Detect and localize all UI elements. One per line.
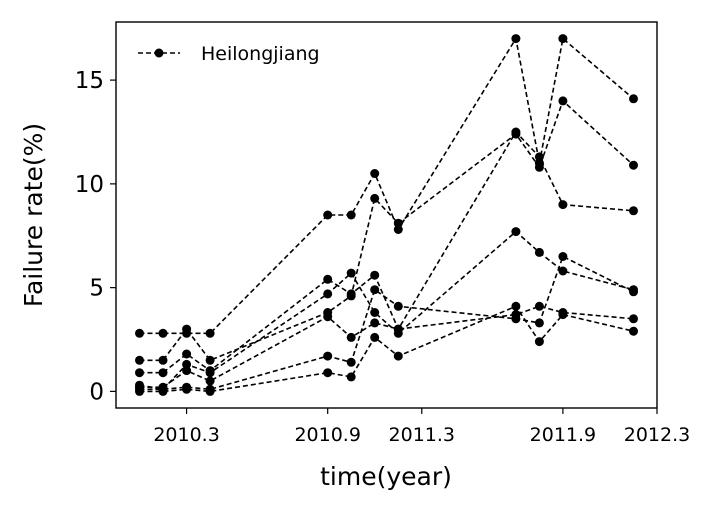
series-2-point xyxy=(558,96,568,106)
y-tick-label: 15 xyxy=(75,68,104,94)
series-3-point xyxy=(534,152,544,162)
series-4-point xyxy=(323,289,333,299)
series-3 xyxy=(135,127,638,378)
x-tick-label: 2011.9 xyxy=(530,424,596,446)
series-3-point xyxy=(511,127,521,137)
series-2-point xyxy=(393,218,403,228)
series-2-point xyxy=(182,324,192,334)
series-4-point xyxy=(558,266,568,276)
y-tick-label: 5 xyxy=(89,276,104,302)
plot-marks xyxy=(135,34,638,396)
series-3-point xyxy=(558,200,568,210)
series-4-point xyxy=(370,308,380,317)
legend-marker xyxy=(154,48,164,58)
series-7-point xyxy=(205,386,215,396)
series-5-point xyxy=(182,366,192,376)
series-7-point xyxy=(558,310,568,320)
series-1-point xyxy=(558,34,568,44)
plot-frame xyxy=(115,21,658,409)
series-4-point xyxy=(511,227,521,237)
series-1-point xyxy=(135,328,144,338)
series-5-point xyxy=(346,332,356,342)
series-6-point xyxy=(370,285,380,295)
series-6-point xyxy=(346,357,356,367)
series-7-point xyxy=(534,337,544,347)
series-7-point xyxy=(158,386,168,396)
legend-label: Heilongjiang xyxy=(201,43,320,65)
series-5-point xyxy=(393,324,403,334)
series-1-point xyxy=(346,210,356,220)
series-4-point xyxy=(346,268,356,278)
series-6-point xyxy=(534,318,544,328)
series-1-point xyxy=(393,225,403,234)
y-axis-ticks: 0 5 10 15 xyxy=(75,68,116,405)
series-2-point xyxy=(205,355,215,365)
series-1-point xyxy=(629,94,638,104)
series-7 xyxy=(135,301,638,396)
series-5-point xyxy=(205,376,215,386)
series-7-point xyxy=(323,368,333,378)
series-3-line xyxy=(139,130,634,374)
series-3-point xyxy=(323,274,333,284)
series-1-point xyxy=(323,210,333,220)
series-4-point xyxy=(182,359,192,369)
series-5-point xyxy=(534,301,544,311)
series-2-point xyxy=(534,162,544,172)
series-6-point xyxy=(629,287,638,297)
series-6-point xyxy=(393,301,403,311)
series-6-point xyxy=(511,314,521,324)
series-3-point xyxy=(135,368,144,378)
series-2-point xyxy=(370,193,380,203)
series-3-point xyxy=(346,289,356,299)
series-7-point xyxy=(370,332,380,342)
series-6-point xyxy=(323,351,333,361)
series-3-point xyxy=(629,206,638,216)
series-3-point xyxy=(182,349,192,359)
series-7-point xyxy=(135,386,144,396)
series-1-point xyxy=(205,328,215,338)
x-axis-ticks: 2010.3 2010.9 2011.3 2011.9 2012.3 xyxy=(153,408,690,446)
series-3-point xyxy=(158,368,168,378)
y-tick-label: 10 xyxy=(75,172,104,198)
series-7-point xyxy=(182,384,192,394)
x-tick-label: 2011.3 xyxy=(389,424,455,446)
y-tick-label: 0 xyxy=(89,379,104,405)
series-7-point xyxy=(511,301,521,311)
series-2-point xyxy=(629,160,638,170)
series-5-point xyxy=(629,314,638,324)
series-2-point xyxy=(135,355,144,365)
series-5-point xyxy=(323,312,333,322)
y-axis-title: Failure rate(%) xyxy=(19,123,48,307)
x-axis-title: time(year) xyxy=(320,462,452,491)
series-2-point xyxy=(158,355,168,365)
x-tick-label: 2012.3 xyxy=(624,424,690,446)
series-4-point xyxy=(534,247,544,257)
x-tick-label: 2010.3 xyxy=(153,424,219,446)
series-7-point xyxy=(393,351,403,361)
series-1-point xyxy=(511,34,521,44)
series-1-point xyxy=(158,328,168,338)
series-1-point xyxy=(370,169,380,178)
x-tick-label: 2010.9 xyxy=(294,424,360,446)
series-5-point xyxy=(370,318,380,328)
series-4-point xyxy=(205,368,215,378)
legend: Heilongjiang xyxy=(138,43,320,65)
series-3-point xyxy=(370,270,380,280)
series-7-point xyxy=(629,326,638,336)
series-6-point xyxy=(558,252,568,261)
series-7-point xyxy=(346,372,356,382)
